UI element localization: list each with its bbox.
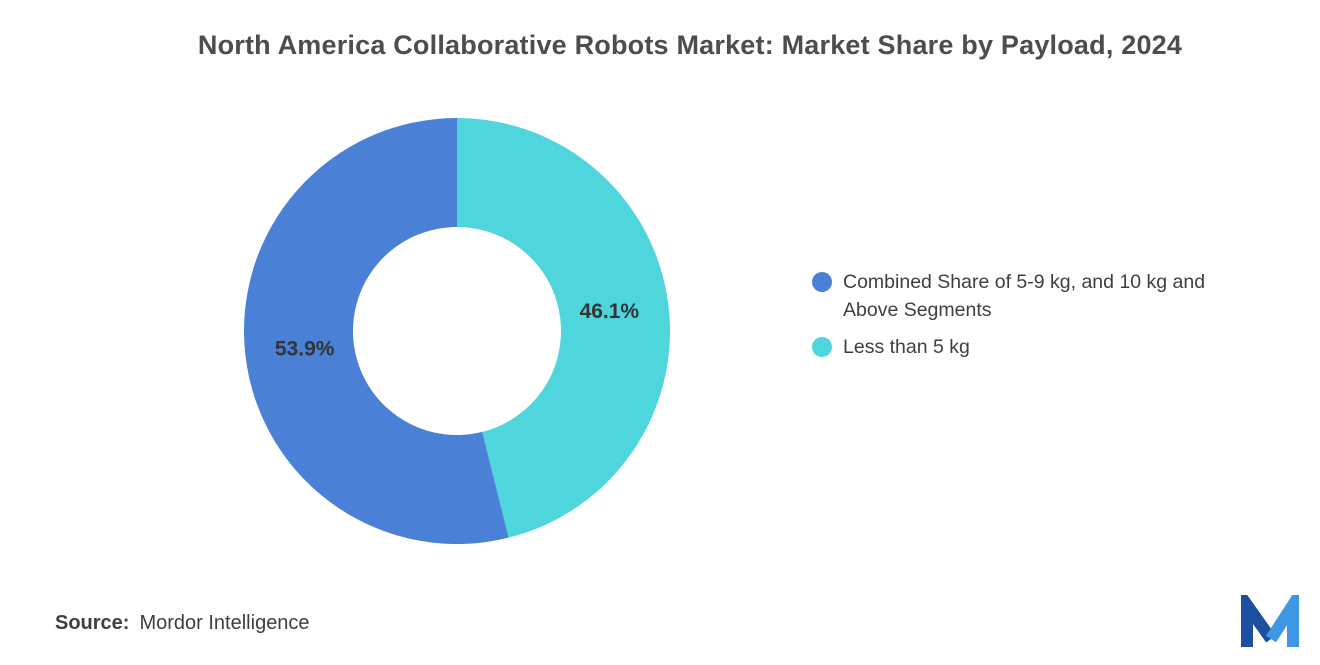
legend-swatch (812, 272, 832, 292)
legend-swatch (812, 337, 832, 357)
slice-percentage-label: 53.9% (275, 337, 335, 360)
mordor-logo-svg (1241, 584, 1299, 647)
logo-right-stroke (1265, 584, 1299, 647)
source-note: Source: Mordor Intelligence (55, 612, 310, 635)
mordor-intelligence-logo (1240, 584, 1300, 647)
donut-slice (244, 118, 509, 544)
donut-chart-svg: 46.1% 53.9% (244, 118, 670, 544)
chart-title: North America Collaborative Robots Marke… (197, 30, 1183, 60)
legend: Combined Share of 5-9 kg, and 10 kg and … (812, 268, 1242, 370)
legend-item: Combined Share of 5-9 kg, and 10 kg and … (812, 268, 1242, 324)
source-value: Mordor Intelligence (139, 612, 310, 634)
logo-left-stroke (1241, 586, 1276, 647)
source-label: Source: (55, 612, 130, 634)
legend-label: Less than 5 kg (843, 336, 970, 358)
legend-label: Combined Share of 5-9 kg, and 10 kg and … (843, 271, 1206, 321)
legend-item: Less than 5 kg (812, 333, 1242, 361)
donut-slice (457, 118, 670, 538)
donut-chart: 46.1% 53.9% (238, 112, 676, 550)
slice-percentage-label: 46.1% (580, 300, 640, 323)
